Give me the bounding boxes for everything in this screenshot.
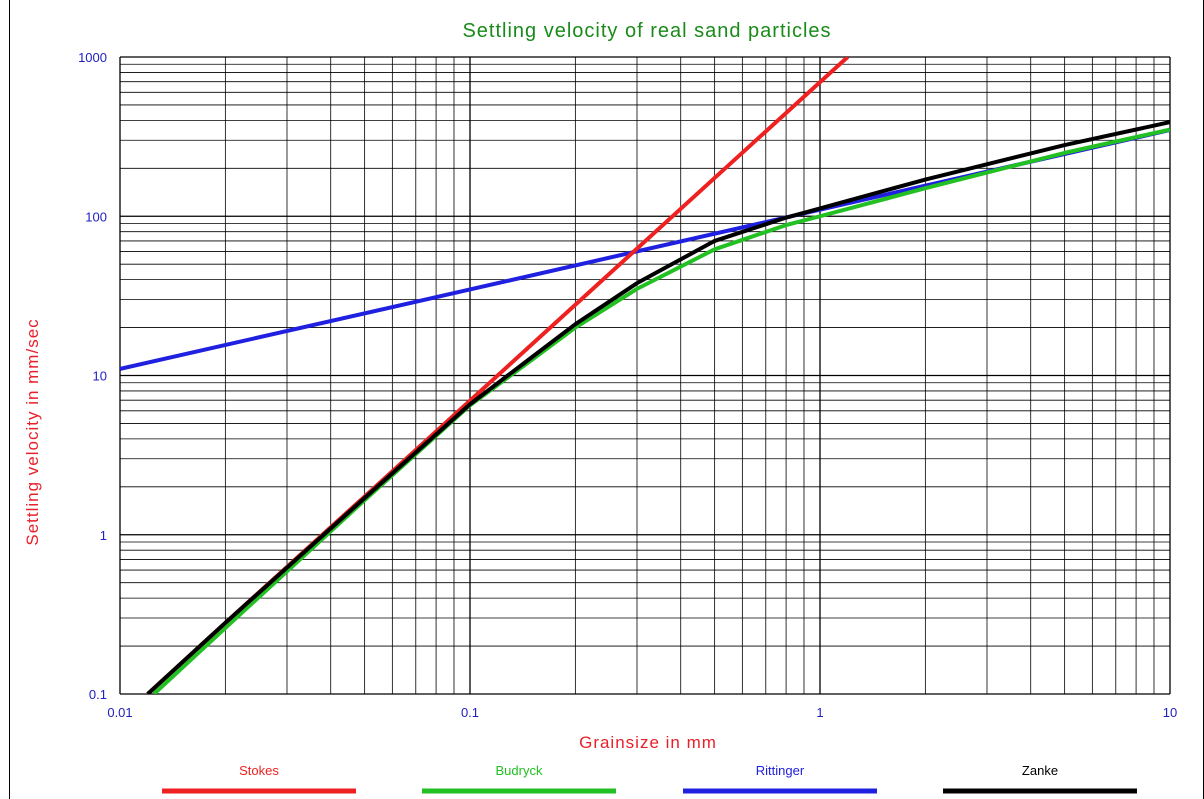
- x-axis-label: Grainsize in mm: [579, 733, 717, 752]
- series-layer: [120, 57, 1170, 694]
- chart-title: Settling velocity of real sand particles: [462, 20, 831, 42]
- legend-label-rittinger: Rittinger: [756, 763, 805, 778]
- grid-layer: [119, 56, 1171, 695]
- x-tick-label: 1: [816, 705, 823, 720]
- legend-label-budryck: Budryck: [496, 763, 543, 778]
- legend-label-zanke: Zanke: [1022, 763, 1058, 778]
- x-tick-label: 10: [1163, 705, 1177, 720]
- legend: Stokes Budryck Rittinger Zanke: [162, 763, 1137, 794]
- x-tick-label: 0.01: [107, 705, 132, 720]
- y-tick-label: 100: [85, 209, 107, 224]
- legend-label-stokes: Stokes: [239, 763, 279, 778]
- y-tick-label: 0.1: [89, 687, 107, 702]
- y-tick-label: 1: [100, 528, 107, 543]
- y-tick-label: 10: [93, 369, 107, 384]
- y-tick-label: 1000: [78, 50, 107, 65]
- y-axis-label: Settling velocity in mm/sec: [23, 318, 42, 545]
- series-line-zanke: [146, 120, 1170, 694]
- x-tick-label: 0.1: [461, 705, 479, 720]
- series-line-budryck: [152, 127, 1170, 694]
